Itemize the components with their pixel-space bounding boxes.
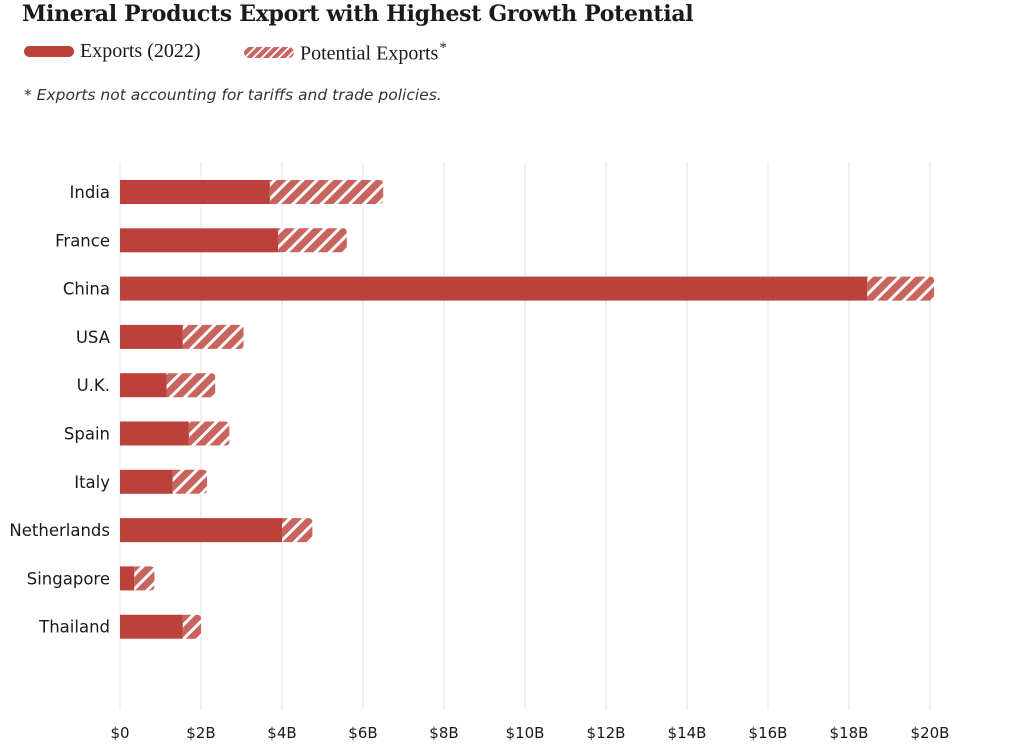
bar-exports-netherlands: [120, 518, 282, 543]
bar-exports-india: [120, 180, 270, 204]
legend-footnote-marker: *: [439, 40, 447, 56]
x-tick-label: $12B: [587, 724, 626, 742]
x-tick-label: $6B: [348, 724, 377, 742]
bar-exports-singapore: [120, 566, 135, 591]
x-tick-label: $10B: [506, 724, 545, 742]
bar-potential-spain: [188, 421, 230, 446]
chart-title: Mineral Products Export with Highest Gro…: [22, 1, 694, 27]
x-tick-label: $4B: [267, 724, 296, 742]
x-tick-label: $8B: [429, 724, 458, 742]
legend-label-potential: Potential Exports*: [300, 40, 447, 65]
x-tick-label: $0: [110, 724, 129, 742]
bar-exports-spain: [120, 421, 189, 446]
x-tick-label: $14B: [668, 724, 707, 742]
bar-potential-thailand: [182, 614, 201, 639]
category-label-italy: Italy: [74, 473, 110, 492]
bar-exports-u-k: [120, 373, 167, 398]
legend-swatch-potential: [244, 47, 294, 59]
footnote: * Exports not accounting for tariffs and…: [24, 86, 442, 104]
legend-swatch-exports: [24, 46, 74, 57]
x-tick-label: $20B: [911, 724, 950, 742]
bar-exports-thailand: [120, 614, 183, 639]
legend-item-exports: Exports (2022): [24, 40, 201, 63]
category-label-u-k: U.K.: [77, 376, 110, 395]
bar-potential-usa: [182, 324, 244, 349]
x-tick-label: $16B: [749, 724, 788, 742]
category-label-spain: Spain: [64, 425, 110, 444]
bar-potential-france: [277, 228, 347, 253]
x-tick-label: $2B: [186, 724, 215, 742]
legend-item-potential: Potential Exports*: [244, 40, 447, 66]
bar-potential-india: [269, 180, 384, 204]
category-label-china: China: [63, 280, 110, 299]
bar-exports-italy: [120, 469, 173, 494]
bar-potential-u-k: [166, 373, 216, 398]
bar-potential-netherlands: [282, 518, 313, 543]
legend-label-exports: Exports (2022): [80, 40, 201, 62]
category-label-india: India: [70, 183, 111, 202]
bar-potential-italy: [172, 469, 208, 494]
bar-potential-china: [867, 276, 935, 301]
bar-exports-usa: [120, 324, 183, 349]
bar-exports-china: [120, 276, 868, 301]
bar-exports-france: [120, 228, 278, 253]
category-label-france: France: [55, 231, 110, 250]
category-label-netherlands: Netherlands: [9, 521, 110, 540]
x-tick-label: $18B: [830, 724, 869, 742]
category-label-usa: USA: [76, 328, 111, 347]
category-label-singapore: Singapore: [27, 569, 110, 588]
category-label-thailand: Thailand: [38, 618, 110, 637]
bar-potential-singapore: [134, 566, 155, 591]
